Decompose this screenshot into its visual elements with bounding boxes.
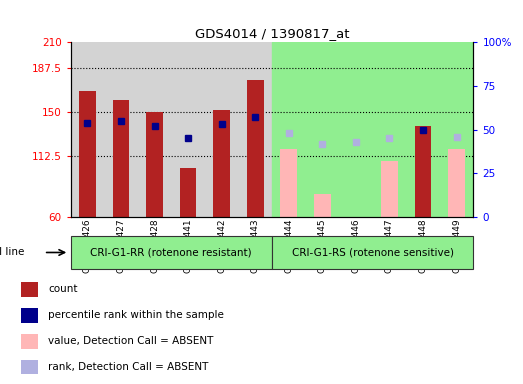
Bar bbox=[21, 360, 38, 374]
Text: value, Detection Call = ABSENT: value, Detection Call = ABSENT bbox=[48, 336, 213, 346]
Bar bbox=[381, 161, 398, 217]
Bar bbox=[180, 168, 197, 217]
Bar bbox=[21, 334, 38, 349]
Bar bbox=[247, 79, 264, 217]
Bar bbox=[213, 110, 230, 217]
Title: GDS4014 / 1390817_at: GDS4014 / 1390817_at bbox=[195, 26, 349, 40]
Text: rank, Detection Call = ABSENT: rank, Detection Call = ABSENT bbox=[48, 362, 208, 372]
Bar bbox=[448, 149, 465, 217]
Text: CRI-G1-RS (rotenone sensitive): CRI-G1-RS (rotenone sensitive) bbox=[292, 247, 453, 258]
Text: CRI-G1-RR (rotenone resistant): CRI-G1-RR (rotenone resistant) bbox=[90, 247, 252, 258]
Bar bbox=[71, 42, 104, 217]
Bar bbox=[406, 42, 440, 217]
Bar bbox=[305, 42, 339, 217]
Bar bbox=[314, 194, 331, 217]
Bar bbox=[280, 149, 297, 217]
Bar bbox=[21, 308, 38, 323]
Bar bbox=[79, 91, 96, 217]
Bar bbox=[21, 282, 38, 297]
Text: percentile rank within the sample: percentile rank within the sample bbox=[48, 310, 224, 320]
Bar bbox=[440, 42, 473, 217]
Bar bbox=[372, 42, 406, 217]
Bar bbox=[104, 42, 138, 217]
Bar bbox=[112, 101, 129, 217]
Text: cell line: cell line bbox=[0, 247, 25, 258]
Bar bbox=[415, 126, 431, 217]
Bar bbox=[146, 112, 163, 217]
Text: count: count bbox=[48, 285, 77, 295]
Bar bbox=[238, 42, 272, 217]
Bar bbox=[171, 42, 205, 217]
Bar bbox=[272, 42, 305, 217]
Bar bbox=[205, 42, 238, 217]
Bar bbox=[339, 42, 372, 217]
Bar bbox=[138, 42, 171, 217]
